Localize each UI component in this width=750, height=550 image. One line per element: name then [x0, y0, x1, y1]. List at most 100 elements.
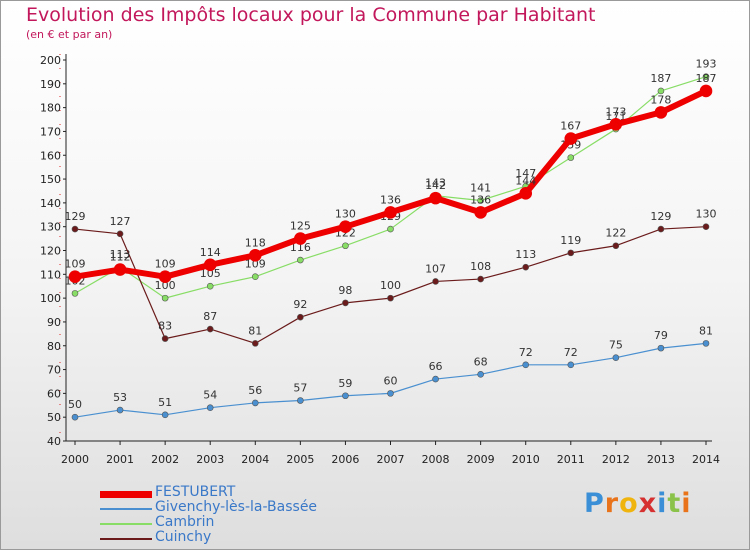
data-label-cambrin: 141	[470, 181, 491, 194]
data-label-givenchy-l-s-la-bass-e: 68	[474, 355, 488, 368]
y-tick-label: 160	[40, 149, 61, 162]
y-tick-label: 90	[47, 316, 61, 329]
data-label-cuinchy: 119	[560, 234, 581, 247]
data-label-cambrin: 109	[245, 258, 266, 271]
data-point-festubert	[384, 206, 397, 219]
x-tick-label: 2011	[557, 453, 585, 466]
data-label-givenchy-l-s-la-bass-e: 66	[429, 360, 443, 373]
data-label-givenchy-l-s-la-bass-e: 59	[338, 377, 352, 390]
data-point-festubert	[113, 263, 127, 276]
data-label-cuinchy: 92	[293, 298, 307, 311]
data-point-cambrin	[702, 73, 710, 80]
data-label-cambrin: 193	[696, 58, 717, 71]
data-point-cuinchy	[71, 225, 79, 233]
data-point-cambrin	[297, 256, 304, 264]
data-label-givenchy-l-s-la-bass-e: 60	[384, 374, 398, 387]
data-point-cuinchy	[477, 275, 484, 283]
data-label-givenchy-l-s-la-bass-e: 51	[158, 396, 172, 409]
data-point-festubert	[68, 270, 82, 283]
data-point-festubert	[339, 220, 352, 233]
data-label-givenchy-l-s-la-bass-e: 54	[203, 389, 217, 402]
y-tick-label: 60	[47, 387, 61, 400]
y-tick-label: 190	[40, 78, 61, 91]
data-label-cuinchy: 83	[158, 320, 172, 333]
data-label-cuinchy: 130	[696, 208, 717, 221]
y-tick-label: 120	[40, 245, 61, 258]
data-point-givenchy-l-s-la-bass-e	[387, 390, 394, 397]
data-label-cuinchy: 127	[110, 215, 131, 228]
data-point-cambrin	[567, 154, 575, 161]
logo-letter: i	[657, 488, 668, 519]
data-point-festubert	[654, 106, 668, 119]
y-tick-label: 200	[40, 54, 61, 67]
data-label-givenchy-l-s-la-bass-e: 72	[519, 346, 533, 359]
data-label-festubert: 167	[560, 120, 581, 133]
data-label-festubert: 112	[110, 251, 131, 264]
data-point-cuinchy	[297, 313, 304, 321]
data-point-cuinchy	[702, 223, 710, 230]
data-point-cambrin	[71, 290, 79, 297]
data-label-festubert: 109	[65, 258, 86, 271]
data-point-festubert	[429, 191, 442, 205]
data-point-givenchy-l-s-la-bass-e	[567, 361, 575, 369]
y-tick-label: 130	[40, 221, 61, 234]
x-tick-label: 2012	[602, 453, 630, 466]
data-point-festubert	[294, 232, 307, 245]
data-label-givenchy-l-s-la-bass-e: 72	[564, 346, 578, 359]
data-point-festubert	[203, 258, 217, 272]
data-label-festubert: 187	[696, 72, 717, 85]
data-point-givenchy-l-s-la-bass-e	[251, 399, 259, 407]
x-tick-label: 2000	[61, 453, 89, 466]
proxiti-logo[interactable]: Proxiti	[584, 488, 692, 519]
x-tick-label: 2014	[692, 453, 720, 466]
data-label-cuinchy: 107	[425, 262, 446, 275]
data-label-cuinchy: 100	[380, 279, 401, 292]
data-label-cambrin: 147	[515, 167, 536, 180]
data-label-festubert: 109	[155, 258, 176, 271]
data-point-festubert	[248, 248, 262, 262]
y-tick-label: 40	[47, 435, 61, 448]
y-tick-label: 80	[47, 340, 61, 353]
legend-swatch-festubert	[100, 490, 152, 498]
logo-letter: r	[604, 488, 620, 519]
data-point-givenchy-l-s-la-bass-e	[612, 354, 620, 361]
data-label-cuinchy: 81	[248, 324, 262, 337]
y-tick-label: 110	[40, 268, 61, 281]
data-point-cuinchy	[116, 230, 124, 238]
x-tick-label: 2010	[512, 453, 540, 466]
logo-letter: t	[667, 488, 682, 519]
legend-label-festubert: FESTUBERT	[155, 484, 236, 500]
data-point-cuinchy	[206, 325, 214, 333]
data-point-cuinchy	[522, 263, 530, 271]
data-point-givenchy-l-s-la-bass-e	[206, 404, 214, 411]
data-point-cambrin	[387, 225, 394, 233]
data-label-cuinchy: 108	[470, 260, 491, 273]
data-point-cambrin	[161, 294, 169, 302]
data-label-givenchy-l-s-la-bass-e: 81	[699, 324, 713, 337]
line-chart: 40 50 60 70 80 90 100 110 120 130 140 150 160 170 180 1…	[40, 54, 720, 466]
x-tick-label: 2006	[331, 453, 359, 466]
data-point-givenchy-l-s-la-bass-e	[71, 413, 79, 421]
data-point-festubert	[564, 132, 578, 145]
logo-letter: P	[584, 488, 605, 519]
data-label-cambrin: 116	[290, 241, 311, 254]
data-label-givenchy-l-s-la-bass-e: 79	[654, 329, 668, 342]
legend-swatch-cuinchy	[100, 538, 152, 540]
data-point-festubert	[699, 84, 713, 98]
legend-swatch-givenchy	[100, 508, 152, 510]
data-label-festubert: 142	[425, 179, 446, 192]
y-tick-label: 170	[40, 125, 61, 138]
data-point-cuinchy	[161, 335, 169, 342]
data-label-festubert: 125	[290, 220, 311, 233]
x-tick-label: 2004	[241, 453, 269, 466]
data-point-givenchy-l-s-la-bass-e	[432, 375, 439, 383]
legend-label-givenchy: Givenchy-lès-la-Bassée	[155, 499, 318, 515]
data-point-cuinchy	[612, 242, 620, 250]
chart-subtitle: (en € et par an)	[26, 28, 113, 41]
x-tick-label: 2003	[196, 453, 224, 466]
y-tick-label: 150	[40, 173, 61, 186]
y-tick-label: 180	[40, 102, 61, 115]
data-point-festubert	[609, 117, 623, 131]
y-tick-label: 50	[47, 411, 61, 424]
y-tick-label: 140	[40, 197, 61, 210]
